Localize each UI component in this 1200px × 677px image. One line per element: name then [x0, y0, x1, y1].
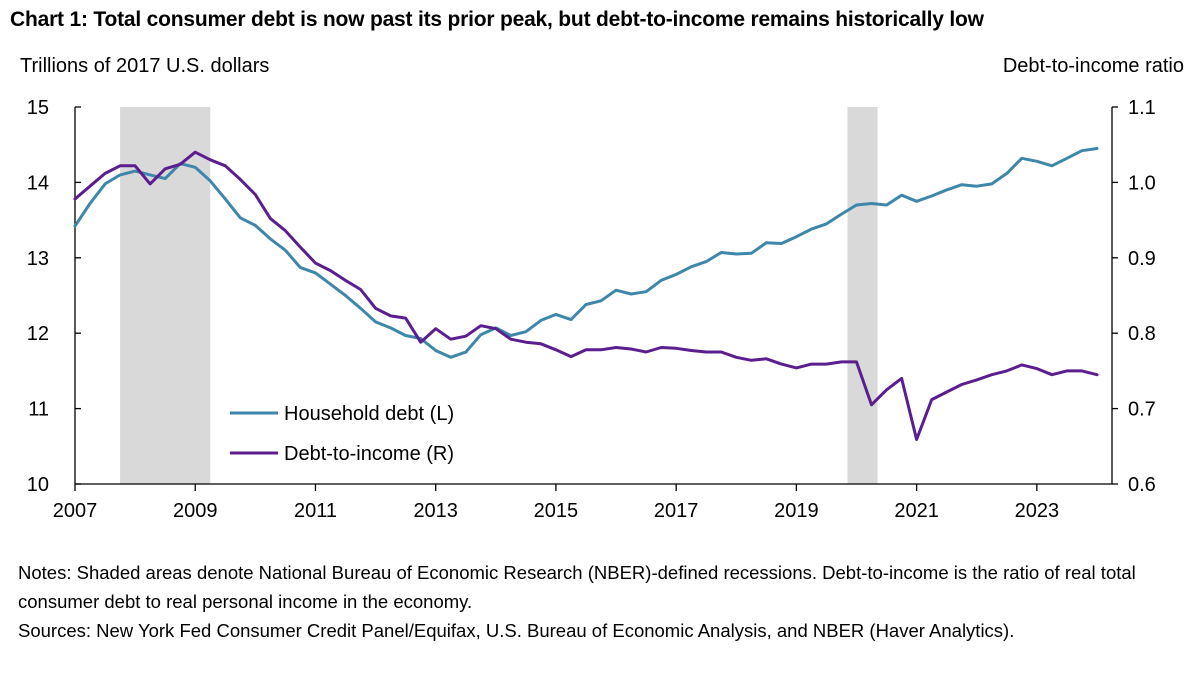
chart-title: Chart 1: Total consumer debt is now past…	[10, 8, 984, 31]
x-tick-label: 2015	[534, 500, 579, 522]
x-tick-label: 2021	[894, 500, 939, 522]
left-axis-title: Trillions of 2017 U.S. dollars	[20, 55, 270, 77]
x-tick-label: 2007	[53, 500, 98, 522]
left-y-tick-label: 14	[27, 172, 49, 194]
x-tick-label: 2009	[173, 500, 218, 522]
x-tick-label: 2017	[654, 500, 699, 522]
axes-layer: 10 11 12 13 14 15 0.6 0.7 0.8 0.9 1.0 1.1 2007 2009 20…	[27, 97, 1156, 522]
legend-label-1: Household debt (L)	[284, 403, 454, 425]
recession-band-2	[847, 107, 878, 484]
household-debt-line	[73, 147, 1099, 359]
right-y-tick-label: 0.9	[1128, 248, 1156, 270]
left-y-tick-label: 11	[28, 399, 49, 421]
left-y-tick-label: 13	[27, 248, 49, 270]
right-y-tick-label: 0.7	[1128, 399, 1156, 421]
right-axis-title: Debt-to-income ratio	[1002, 55, 1184, 77]
left-y-tick-label: 12	[27, 323, 49, 345]
right-y-tick-label: 1.0	[1128, 172, 1156, 194]
legend-label-2: Debt-to-income (R)	[284, 443, 454, 465]
x-tick-label: 2013	[413, 500, 458, 522]
chart-notes: Notes: Shaded areas denote National Bure…	[18, 558, 1188, 645]
x-tick-label: 2019	[774, 500, 819, 522]
sources-text: Sources: New York Fed Consumer Credit Pa…	[18, 620, 1015, 641]
left-y-tick-label: 10	[27, 474, 49, 496]
series-layer	[73, 147, 1099, 441]
legend: Household debt (L) Debt-to-income (R)	[230, 403, 454, 465]
left-y-tick-label: 15	[27, 97, 49, 119]
notes-text: Notes: Shaded areas denote National Bure…	[18, 562, 1136, 612]
right-y-tick-label: 0.8	[1128, 323, 1156, 345]
right-y-tick-label: 0.6	[1128, 474, 1156, 496]
recession-band-1	[120, 107, 211, 484]
x-tick-label: 2023	[1015, 500, 1060, 522]
recession-shading-layer	[120, 107, 878, 484]
right-y-tick-label: 1.1	[1128, 97, 1156, 119]
x-tick-label: 2011	[294, 500, 337, 522]
debt-to-income-line	[73, 150, 1099, 441]
